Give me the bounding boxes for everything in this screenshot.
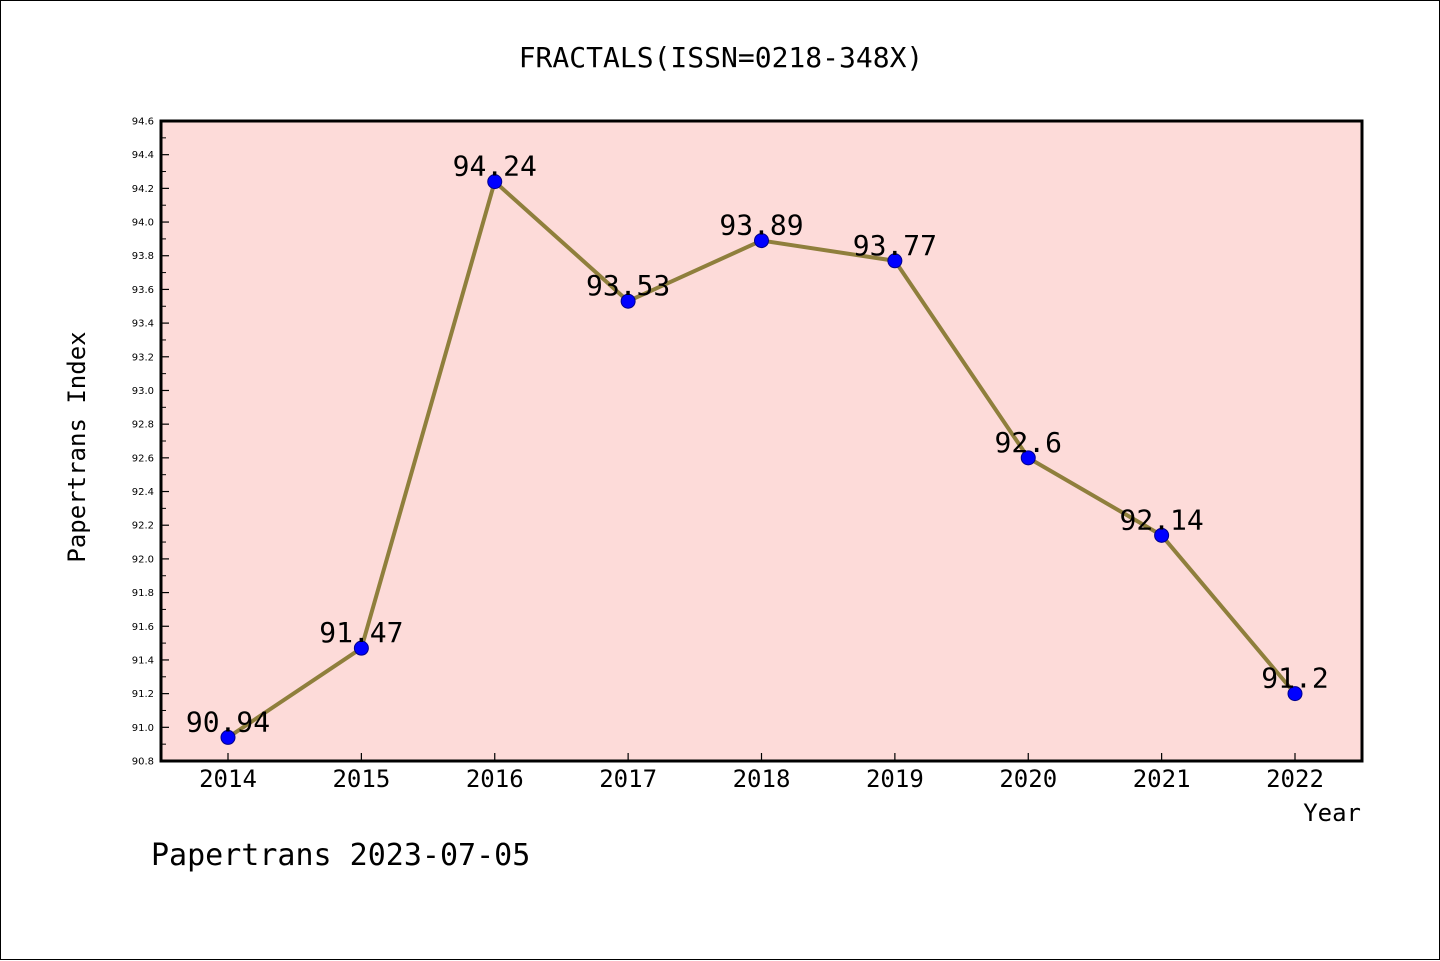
footer-stamp: Papertrans 2023-07-05 xyxy=(151,838,530,873)
data-point xyxy=(620,293,636,309)
y-tick-label: 93.2 xyxy=(132,352,154,363)
y-tick-label: 90.8 xyxy=(132,757,154,768)
y-tick-label: 93.0 xyxy=(132,386,154,397)
y-tick-label: 91.6 xyxy=(132,622,154,633)
data-label: 93.53 xyxy=(586,269,670,302)
data-label: 93.77 xyxy=(853,229,937,262)
x-tick-label: 2021 xyxy=(1133,765,1191,793)
y-axis-ticks: 90.8 91.0 91.2 91.4 91.6 91.8 92.0 92.2 92.4 92.6… xyxy=(132,117,169,768)
y-tick-label: 91.2 xyxy=(132,689,154,700)
y-tick-label: 94.2 xyxy=(132,184,154,195)
x-tick-label: 2022 xyxy=(1266,765,1324,793)
y-tick-label: 91.0 xyxy=(132,723,154,734)
x-tick-label: 2020 xyxy=(999,765,1057,793)
data-point xyxy=(487,174,503,190)
data-point xyxy=(1287,686,1303,702)
data-point xyxy=(754,233,769,249)
x-tick-label: 2018 xyxy=(733,765,791,793)
y-tick-label: 94.6 xyxy=(132,117,154,128)
x-tick-label: 2017 xyxy=(599,765,657,793)
data-label: 91.47 xyxy=(319,616,403,649)
y-tick-label: 92.0 xyxy=(132,554,154,565)
y-tick-label: 94.4 xyxy=(132,150,154,161)
y-tick-label: 93.8 xyxy=(132,251,154,262)
y-tick-label: 92.2 xyxy=(132,521,154,532)
y-tick-label: 93.4 xyxy=(132,319,154,330)
chart-title: FRACTALS(ISSN=0218-348X) xyxy=(519,41,924,74)
data-point xyxy=(353,640,369,656)
x-tick-label: 2019 xyxy=(866,765,924,793)
data-point xyxy=(887,253,903,269)
y-axis-label: Papertrans Index xyxy=(63,331,91,562)
data-label: 91.2 xyxy=(1261,662,1328,695)
x-axis-ticks: 2014 2015 2016 2017 2018 2019 2020 2021 2022 xyxy=(199,753,1324,793)
data-series: 90.94 91.47 94.24 93.53 93.89 93.77 92.6 92.14 9… xyxy=(186,150,1329,745)
data-label: 93.89 xyxy=(719,209,803,242)
data-label: 90.94 xyxy=(186,705,270,738)
x-tick-label: 2016 xyxy=(466,765,524,793)
y-tick-label: 92.8 xyxy=(132,420,154,431)
data-label: 92.6 xyxy=(995,426,1062,459)
data-point xyxy=(220,729,236,745)
data-point xyxy=(1154,527,1170,543)
x-tick-label: 2014 xyxy=(199,765,257,793)
y-tick-label: 93.6 xyxy=(132,285,154,296)
y-tick-label: 92.6 xyxy=(132,453,154,464)
y-tick-label: 92.4 xyxy=(132,487,154,498)
x-axis-label: Year xyxy=(1303,799,1361,827)
data-label: 92.14 xyxy=(1119,503,1203,536)
y-tick-label: 91.4 xyxy=(132,655,154,666)
data-point xyxy=(1020,450,1036,466)
x-tick-label: 2015 xyxy=(332,765,390,793)
y-tick-label: 91.8 xyxy=(132,588,154,599)
data-label: 94.24 xyxy=(453,150,537,183)
y-tick-label: 94.0 xyxy=(132,218,154,229)
